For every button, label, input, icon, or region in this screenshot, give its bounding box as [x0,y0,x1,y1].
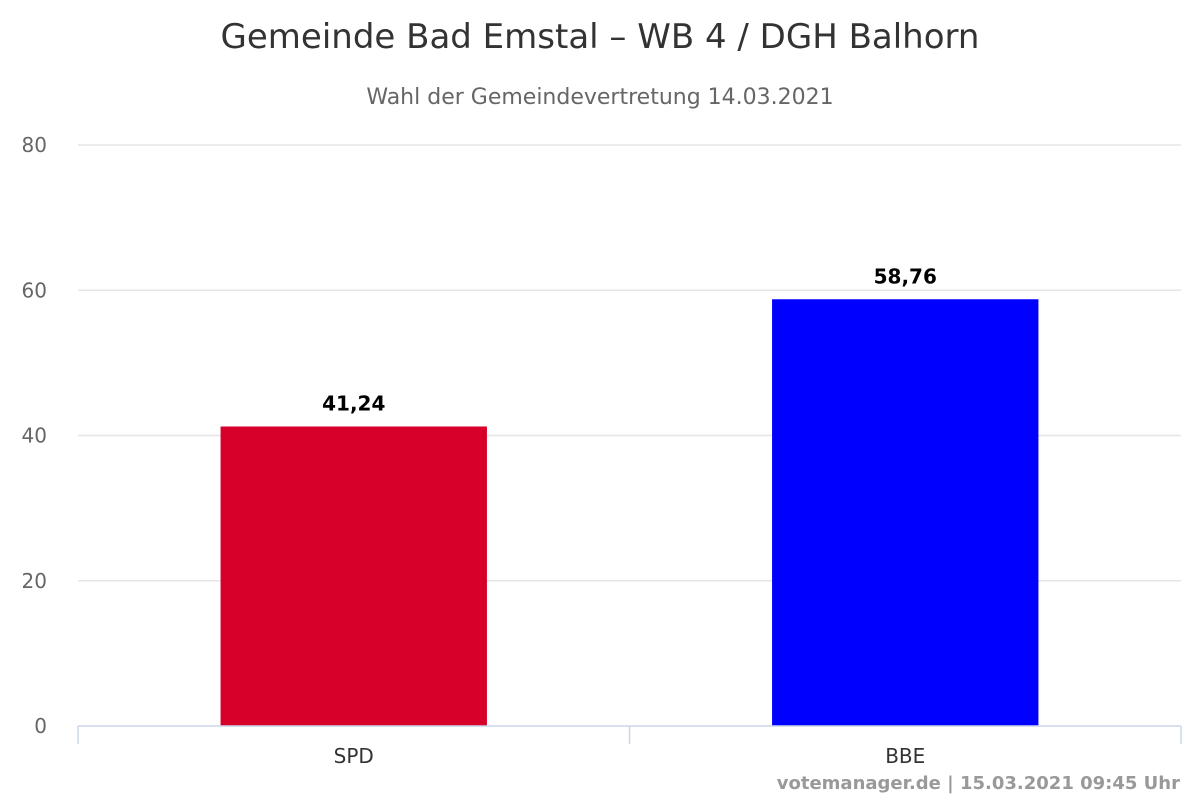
chart-subtitle: Wahl der Gemeindevertretung 14.03.2021 [366,85,833,110]
y-tick-label-40: 40 [22,424,47,448]
x-axis: SPD BBE [77,725,1182,768]
credits-text[interactable]: votemanager.de | 15.03.2021 09:45 Uhr [777,773,1180,794]
x-tick-label-spd: SPD [334,744,374,768]
y-tick-label-80: 80 [22,133,47,157]
bar-spd [220,426,487,726]
bar-bbe [772,299,1039,726]
data-label-spd: 41,24 [322,391,385,415]
data-labels: 41,24 58,76 [322,264,937,415]
x-tick-label-bbe: BBE [885,744,925,768]
y-tick-label-20: 20 [22,569,47,593]
data-label-bbe: 58,76 [874,264,937,288]
bars [220,299,1039,726]
y-axis-tick-labels: 0 20 40 60 80 [22,133,47,738]
y-tick-label-0: 0 [34,714,47,738]
chart-title: Gemeinde Bad Emstal – WB 4 / DGH Balhorn [221,17,980,57]
y-tick-label-60: 60 [22,278,47,302]
